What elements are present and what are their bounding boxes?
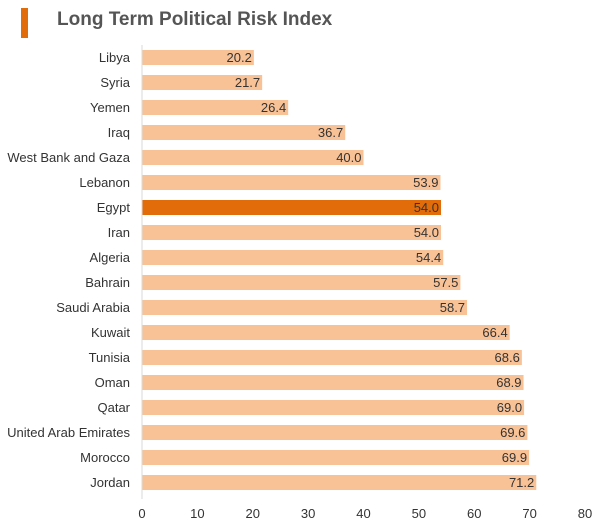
bar-saudi-arabia [142, 300, 468, 315]
category-label: Lebanon [79, 175, 130, 190]
value-label: 69.6 [500, 425, 525, 440]
bar-algeria [142, 250, 444, 265]
value-label: 26.4 [261, 100, 286, 115]
bar-iraq [142, 125, 346, 140]
x-tick-label: 70 [522, 506, 536, 521]
bar-united-arab-emirates [142, 425, 528, 440]
value-label: 36.7 [318, 125, 343, 140]
value-label: 54.0 [414, 225, 439, 240]
bar-libya [142, 50, 254, 65]
bar-egypt [142, 200, 442, 215]
value-label: 69.0 [497, 400, 522, 415]
bar-lebanon [142, 175, 441, 190]
bar-yemen [142, 100, 289, 115]
bar-kuwait [142, 325, 510, 340]
x-tick-label: 20 [246, 506, 260, 521]
value-label: 54.0 [414, 200, 439, 215]
value-label: 58.7 [440, 300, 465, 315]
bar-iran [142, 225, 442, 240]
category-label: Morocco [80, 450, 130, 465]
x-tick-label: 50 [412, 506, 426, 521]
x-tick-label: 0 [138, 506, 145, 521]
category-label: Bahrain [85, 275, 130, 290]
value-label: 54.4 [416, 250, 441, 265]
value-label: 71.2 [509, 475, 534, 490]
value-label: 53.9 [413, 175, 438, 190]
category-label: Yemen [90, 100, 130, 115]
x-tick-label: 60 [467, 506, 481, 521]
category-label: Jordan [90, 475, 130, 490]
title-accent-bar [21, 8, 28, 38]
category-label: Iran [108, 225, 130, 240]
value-label: 68.6 [495, 350, 520, 365]
category-label: West Bank and Gaza [7, 150, 130, 165]
chart-title: Long Term Political Risk Index [57, 9, 333, 30]
bar-syria [142, 75, 263, 90]
category-label: Kuwait [91, 325, 130, 340]
category-label: Qatar [97, 400, 130, 415]
value-label: 68.9 [496, 375, 521, 390]
value-label: 69.9 [502, 450, 527, 465]
x-tick-label: 30 [301, 506, 315, 521]
bar-oman [142, 375, 524, 390]
value-label: 20.2 [227, 50, 252, 65]
value-label: 21.7 [235, 75, 260, 90]
x-tick-label: 40 [356, 506, 370, 521]
category-label: Syria [100, 75, 130, 90]
bar-jordan [142, 475, 537, 490]
value-label: 40.0 [336, 150, 361, 165]
category-label: Saudi Arabia [56, 300, 130, 315]
category-label: Tunisia [89, 350, 131, 365]
x-tick-label: 80 [578, 506, 592, 521]
bar-west-bank-and-gaza [142, 150, 364, 165]
bar-qatar [142, 400, 525, 415]
value-label: 66.4 [482, 325, 507, 340]
bar-morocco [142, 450, 530, 465]
category-label: Oman [95, 375, 130, 390]
category-label: Libya [99, 50, 131, 65]
bar-bahrain [142, 275, 461, 290]
category-label: United Arab Emirates [7, 425, 130, 440]
bar-tunisia [142, 350, 522, 365]
value-label: 57.5 [433, 275, 458, 290]
category-label: Iraq [108, 125, 130, 140]
category-label: Algeria [90, 250, 131, 265]
x-tick-label: 10 [190, 506, 204, 521]
category-label: Egypt [97, 200, 131, 215]
